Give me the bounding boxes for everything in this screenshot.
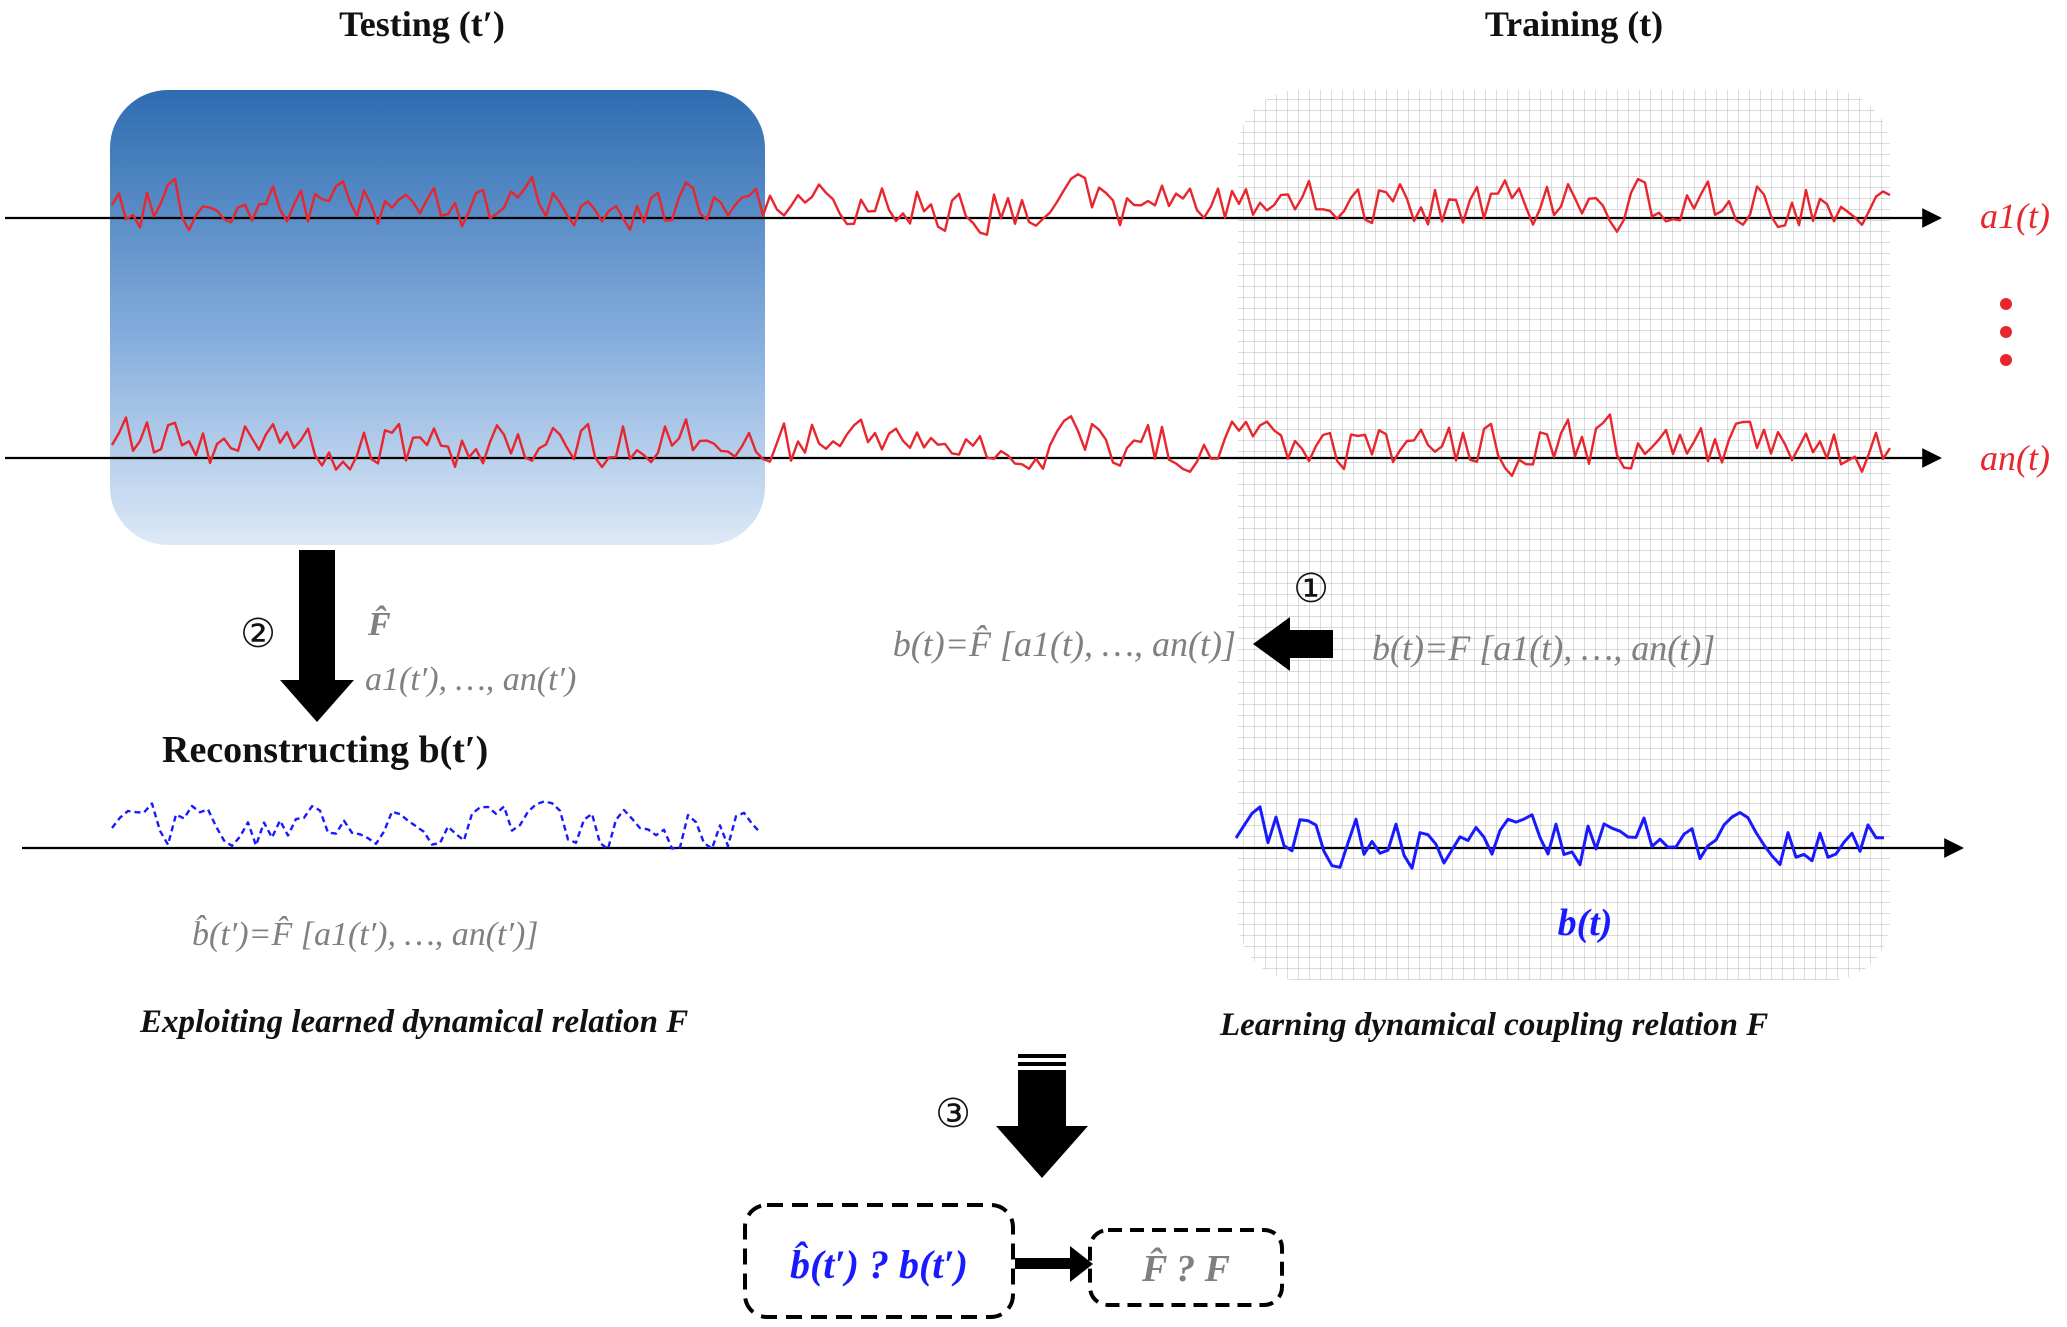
- signal-a1: [110, 173, 1891, 236]
- signal-b-reconstructed: [111, 800, 761, 850]
- label-b: b(t): [1558, 902, 1613, 944]
- label-an: an(t): [1980, 438, 2050, 478]
- step1-arrow: [1253, 617, 1333, 671]
- step3-arrow: [996, 1054, 1088, 1178]
- training-relation: b(t)=F [a1(t), …, an(t)]: [1372, 628, 1715, 668]
- comparison-arrow: [1015, 1246, 1093, 1282]
- comparison-box-left: [743, 1203, 1015, 1319]
- step1-marker: ①: [1293, 566, 1329, 611]
- step2-marker: ②: [240, 611, 276, 656]
- reconstructing-caption: Reconstructing b(t′): [162, 729, 488, 771]
- comparison-box-right: [1088, 1228, 1284, 1307]
- testing-header: Testing (t′): [339, 4, 505, 44]
- comparison-left: b̂(t′) ? b(t′): [790, 1241, 968, 1287]
- label-a1: a1(t): [1980, 196, 2050, 236]
- training-header: Training (t): [1485, 4, 1663, 44]
- signal-an: [110, 413, 1892, 477]
- test-inputs: a1(t′), …, an(t′): [365, 661, 576, 698]
- learned-relation: b(t)=F̂ [a1(t), …, an(t)]: [893, 624, 1236, 664]
- exploiting-caption: Exploiting learned dynamical relation F: [139, 1004, 688, 1040]
- reconstruction-equation: b̂(t′)=F̂ [a1(t′), …, an(t′)]: [192, 914, 539, 953]
- step3-marker: ③: [935, 1091, 971, 1136]
- testing-region: [110, 90, 765, 545]
- signal-b-training: [1234, 805, 1885, 870]
- ellipsis-dots: [2000, 298, 2012, 366]
- comparison-right: F̂ ? F: [1141, 1248, 1230, 1290]
- learning-caption: Learning dynamical coupling relation F: [1219, 1007, 1768, 1043]
- step2-arrow: [280, 550, 354, 722]
- training-region: [1238, 90, 1890, 980]
- f-hat-label: F̂: [367, 604, 391, 643]
